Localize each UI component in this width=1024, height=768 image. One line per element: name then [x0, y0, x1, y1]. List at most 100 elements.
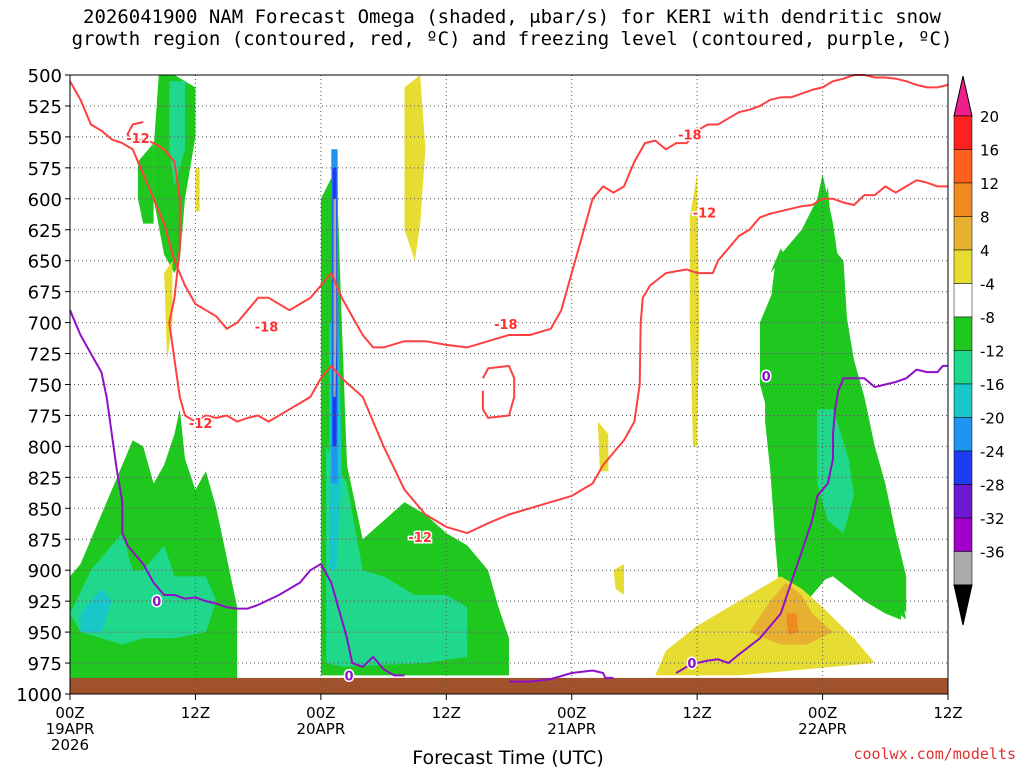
omega-region-14 [817, 409, 854, 534]
contour--18 [69, 74, 949, 349]
colorbar-segment-10 [953, 450, 973, 485]
y-tick-label-725: 725 [28, 345, 62, 366]
colorbar-segment-8 [953, 383, 973, 418]
colorbar-label-6: -8 [980, 309, 995, 327]
omega-region-11 [333, 198, 337, 397]
omega-region-6 [320, 167, 509, 676]
x-tick-label-0-2: 2026 [51, 736, 89, 754]
contour--18-loop [481, 364, 516, 419]
contour-label-9: 0 [687, 657, 696, 672]
colorbar-segment-6 [953, 316, 973, 351]
colorbar-segment-11 [953, 484, 973, 519]
colorbar-label-9: -20 [980, 410, 1005, 428]
omega-region-19 [689, 174, 700, 447]
y-axis: 500 525 550 575 600 625 650 675 700 725 750 775 800 8… [16, 66, 70, 706]
omega-region-23 [195, 167, 200, 212]
contour-label-2: -12 [189, 417, 213, 432]
colorbar-segment-13 [953, 551, 973, 586]
y-tick-label-625: 625 [28, 221, 62, 242]
colorbar-label-5: -4 [980, 276, 995, 294]
colorbar-label-13: -36 [980, 544, 1005, 562]
y-tick-label-675: 675 [28, 283, 62, 304]
colorbar-label-1: 16 [980, 142, 999, 160]
colorbar-label-0: 20 [980, 108, 999, 126]
colorbar-segment-9 [953, 417, 973, 452]
omega-region-20 [597, 421, 609, 472]
omega-region-2 [80, 588, 112, 633]
colorbar-segment-5 [953, 283, 973, 318]
y-tick-label-550: 550 [28, 128, 62, 149]
contour-label-3: -18 [494, 318, 518, 333]
x-tick-label-0-0: 00Z [55, 704, 84, 722]
contour-label-7: 0 [152, 595, 161, 610]
contour-label-8: 0 [345, 669, 354, 684]
colorbar-label-12: -32 [980, 510, 1005, 528]
contour--12 [126, 121, 948, 535]
colorbar-segment-12 [953, 517, 973, 552]
colorbar-label-3: 8 [980, 209, 990, 227]
x-tick-label-12-0: 12Z [181, 704, 210, 722]
contour-0c [675, 364, 948, 674]
y-tick-label-850: 850 [28, 499, 62, 520]
x-tick-label-0-1: 19APR [46, 720, 95, 738]
y-tick-label-875: 875 [28, 530, 62, 551]
y-tick-label-975: 975 [28, 654, 62, 675]
colorbar-top-arrow [953, 75, 973, 117]
colorbar-label-4: 4 [980, 242, 990, 260]
y-tick-label-800: 800 [28, 437, 62, 458]
colorbar-segment-2 [953, 182, 973, 217]
colorbar-label-10: -24 [980, 443, 1005, 461]
contour-0 [69, 309, 405, 677]
contour-label-5: -18 [678, 128, 702, 143]
x-tick-label-60-0: 12Z [682, 704, 711, 722]
y-tick-label-650: 650 [28, 252, 62, 273]
contour-label-6: -12 [693, 206, 717, 221]
colorbar-label-7: -12 [980, 343, 1005, 361]
x-tick-label-48-0: 00Z [557, 704, 586, 722]
y-tick-label-825: 825 [28, 468, 62, 489]
x-tick-label-48-1: 21APR [547, 720, 596, 738]
y-tick-label-925: 925 [28, 592, 62, 613]
y-tick-label-600: 600 [28, 190, 62, 211]
colorbar-label-11: -28 [980, 477, 1005, 495]
colorbar-segment-4 [953, 249, 973, 284]
contour-layer: -12 -18 -12 -18 -12 -18 -12 0 0 0 0 [69, 74, 949, 686]
y-tick-label-1000: 1000 [16, 685, 62, 706]
y-tick-label-950: 950 [28, 623, 62, 644]
colorbar-bottom-arrow [953, 584, 973, 626]
y-tick-label-750: 750 [28, 376, 62, 397]
contour-0b [509, 669, 614, 683]
omega-region-17 [786, 613, 799, 635]
x-axis-label: Forecast Time (UTC) [412, 747, 603, 768]
chart-title-line-2: growth region (contoured, red, ºC) and f… [71, 28, 953, 50]
x-tick-label-36-0: 12Z [432, 704, 461, 722]
omega-region-0 [70, 409, 238, 694]
contour-label-4: -12 [408, 531, 432, 546]
colorbar-segment-3 [953, 216, 973, 251]
contour-label-10: 0 [762, 370, 771, 385]
y-tick-label-700: 700 [28, 314, 62, 335]
x-tick-label-24-0: 00Z [306, 704, 335, 722]
colorbar-label-8: -16 [980, 376, 1005, 394]
omega-region-21 [613, 564, 624, 595]
x-tick-label-24-1: 20APR [296, 720, 345, 738]
contour-label-1: -18 [255, 320, 279, 335]
y-tick-label-575: 575 [28, 159, 62, 180]
y-tick-label-525: 525 [28, 97, 62, 118]
omega-region-5 [137, 143, 154, 224]
colorbar-segment-1 [953, 149, 973, 184]
x-tick-label-72-0: 00Z [808, 704, 837, 722]
colorbar-label-2: 12 [980, 175, 999, 193]
y-tick-label-900: 900 [28, 561, 62, 582]
colorbar-segment-0 [953, 115, 973, 150]
chart-title-line-1: 2026041900 NAM Forecast Omega (shaded, μ… [83, 6, 941, 28]
x-tick-label-72-1: 22APR [798, 720, 847, 738]
colorbar: 20 16 12 8 4 -4 -8 -12 -16 -20 -24 -28 -32 -36 [953, 75, 1005, 626]
terrain-layer [70, 677, 948, 694]
x-tick-label-84-0: 12Z [933, 704, 962, 722]
terrain-band [70, 677, 948, 694]
omega-region-13 [765, 174, 901, 620]
chart-title: 2026041900 NAM Forecast Omega (shaded, μ… [0, 6, 1024, 50]
